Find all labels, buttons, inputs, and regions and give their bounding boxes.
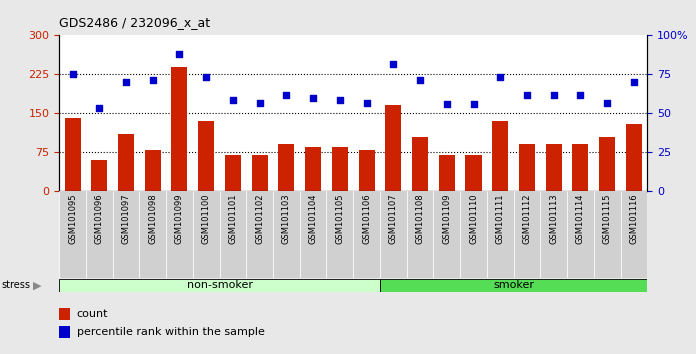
Text: GSM101103: GSM101103 bbox=[282, 194, 291, 244]
Point bbox=[575, 92, 586, 98]
Point bbox=[388, 61, 399, 67]
Text: GSM101115: GSM101115 bbox=[603, 194, 612, 244]
Bar bbox=[59, 326, 70, 338]
Bar bbox=[326, 191, 354, 278]
Point bbox=[468, 102, 479, 107]
Bar bbox=[59, 308, 70, 320]
Text: GSM101100: GSM101100 bbox=[202, 194, 211, 244]
Bar bbox=[514, 191, 540, 278]
Text: GSM101104: GSM101104 bbox=[308, 194, 317, 244]
Text: GSM101110: GSM101110 bbox=[469, 194, 478, 244]
Bar bbox=[273, 191, 300, 278]
Point bbox=[120, 79, 132, 85]
Text: GSM101102: GSM101102 bbox=[255, 194, 264, 244]
Bar bbox=[198, 121, 214, 191]
Text: GSM101111: GSM101111 bbox=[496, 194, 505, 244]
Bar bbox=[572, 144, 589, 191]
Point bbox=[334, 97, 345, 103]
Text: non-smoker: non-smoker bbox=[187, 280, 253, 290]
Text: GSM101106: GSM101106 bbox=[362, 194, 371, 244]
Bar bbox=[386, 105, 402, 191]
Bar bbox=[225, 155, 241, 191]
Point bbox=[601, 100, 612, 106]
Text: GSM101099: GSM101099 bbox=[175, 194, 184, 244]
Bar bbox=[358, 150, 374, 191]
Point bbox=[147, 77, 158, 82]
Text: GSM101097: GSM101097 bbox=[122, 194, 130, 244]
Text: GSM101108: GSM101108 bbox=[416, 194, 425, 244]
Bar bbox=[540, 191, 567, 278]
Bar bbox=[434, 191, 460, 278]
Bar bbox=[354, 191, 380, 278]
Text: ▶: ▶ bbox=[33, 280, 42, 290]
Bar bbox=[59, 279, 380, 292]
Bar bbox=[305, 147, 321, 191]
Point bbox=[174, 51, 185, 56]
Text: GSM101096: GSM101096 bbox=[95, 194, 104, 244]
Bar bbox=[412, 137, 428, 191]
Point bbox=[200, 74, 212, 80]
Point bbox=[415, 77, 426, 82]
Bar bbox=[252, 155, 268, 191]
Point bbox=[94, 105, 105, 111]
Bar bbox=[487, 191, 514, 278]
Bar bbox=[86, 191, 113, 278]
Bar bbox=[91, 160, 107, 191]
Bar bbox=[460, 191, 487, 278]
Bar bbox=[171, 67, 187, 191]
Text: GSM101113: GSM101113 bbox=[549, 194, 558, 244]
Point bbox=[308, 95, 319, 101]
Bar bbox=[332, 147, 348, 191]
Bar bbox=[65, 119, 81, 191]
Point bbox=[441, 102, 452, 107]
Bar bbox=[193, 191, 219, 278]
Point bbox=[548, 92, 560, 98]
Bar bbox=[594, 191, 621, 278]
Point bbox=[280, 92, 292, 98]
Point bbox=[254, 100, 265, 106]
Point bbox=[628, 79, 640, 85]
Bar bbox=[113, 191, 139, 278]
Text: GSM101116: GSM101116 bbox=[629, 194, 638, 244]
Point bbox=[361, 100, 372, 106]
Bar bbox=[621, 191, 647, 278]
Bar bbox=[166, 191, 193, 278]
Bar bbox=[59, 191, 86, 278]
Bar bbox=[145, 150, 161, 191]
Bar bbox=[519, 144, 535, 191]
Point bbox=[67, 72, 78, 77]
Text: stress: stress bbox=[1, 280, 31, 290]
Bar bbox=[546, 144, 562, 191]
Bar bbox=[492, 121, 508, 191]
Text: GSM101101: GSM101101 bbox=[228, 194, 237, 244]
Point bbox=[521, 92, 532, 98]
Text: smoker: smoker bbox=[493, 280, 534, 290]
Bar bbox=[380, 279, 647, 292]
Text: count: count bbox=[77, 309, 108, 319]
Text: GSM101105: GSM101105 bbox=[335, 194, 345, 244]
Bar bbox=[118, 134, 134, 191]
Bar bbox=[139, 191, 166, 278]
Bar bbox=[380, 191, 406, 278]
Text: GSM101107: GSM101107 bbox=[389, 194, 398, 244]
Point bbox=[495, 74, 506, 80]
Bar bbox=[246, 191, 273, 278]
Bar bbox=[300, 191, 326, 278]
Text: GSM101114: GSM101114 bbox=[576, 194, 585, 244]
Text: GSM101109: GSM101109 bbox=[442, 194, 451, 244]
Bar bbox=[599, 137, 615, 191]
Bar bbox=[466, 155, 482, 191]
Bar bbox=[438, 155, 454, 191]
Text: percentile rank within the sample: percentile rank within the sample bbox=[77, 327, 264, 337]
Text: GDS2486 / 232096_x_at: GDS2486 / 232096_x_at bbox=[59, 16, 210, 29]
Text: GSM101095: GSM101095 bbox=[68, 194, 77, 244]
Text: GSM101112: GSM101112 bbox=[523, 194, 532, 244]
Text: GSM101098: GSM101098 bbox=[148, 194, 157, 244]
Bar bbox=[278, 144, 294, 191]
Point bbox=[228, 97, 239, 103]
Bar bbox=[626, 124, 642, 191]
Bar bbox=[219, 191, 246, 278]
Bar bbox=[406, 191, 434, 278]
Bar bbox=[567, 191, 594, 278]
